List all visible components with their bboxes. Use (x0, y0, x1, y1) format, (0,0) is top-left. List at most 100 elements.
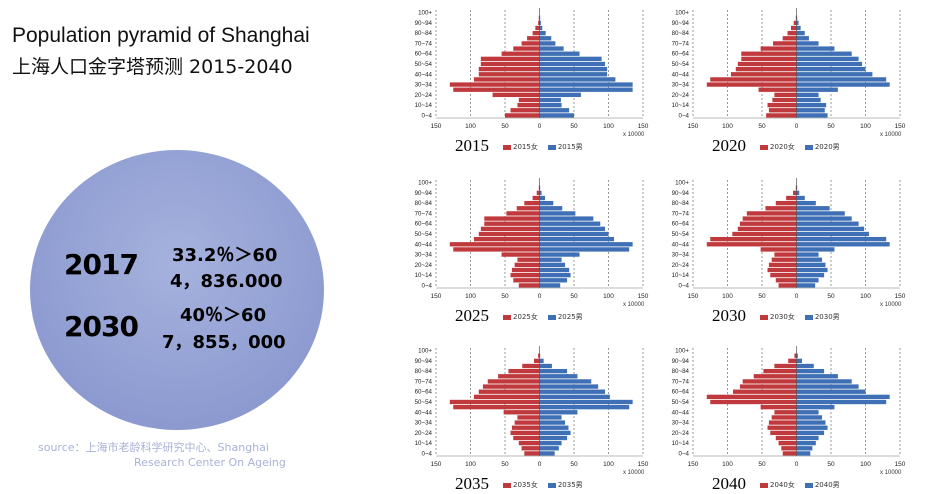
female-bar-85-89 (790, 25, 797, 31)
female-bar-80-84 (524, 200, 540, 206)
female-bar-60-64 (478, 389, 540, 394)
female-bar-20-24 (510, 430, 540, 436)
x-tick-label: 100 (603, 123, 614, 130)
panel-year-label: 2025 (455, 306, 489, 325)
age-tick-label: 30~34 (415, 82, 433, 89)
female-bar-20-24 (770, 430, 797, 436)
age-tick-label: 70~74 (672, 210, 690, 217)
age-tick-label: 80~84 (415, 200, 433, 207)
male-bar-30-34 (539, 420, 566, 425)
x-tick-label: 150 (431, 293, 442, 300)
legend: 2030女 2030男 (760, 312, 840, 322)
male-bar-85-89 (539, 363, 552, 369)
x-tick-label: 50 (827, 293, 835, 300)
pyramid-svg: 100+ 90~94 80~84 70~74 60~64 50~54 40~44 30~34 2… (672, 8, 906, 130)
x-tick-label: 100 (603, 461, 614, 468)
age-tick-label: 50~54 (415, 61, 433, 68)
age-tick-label: 100+ (418, 10, 432, 17)
female-bar-15-19 (767, 267, 797, 273)
male-bar-5-9 (796, 278, 819, 283)
legend-swatch (760, 144, 768, 150)
male-bar-5-9 (539, 108, 570, 113)
male-bar-15-19 (539, 97, 561, 103)
male-bar-70-74 (796, 379, 852, 384)
pyramid-svg: 100+ 90~94 80~84 70~74 60~64 50~54 40~44 30~34 2… (415, 8, 649, 130)
x-tick-label: 100 (465, 461, 476, 468)
x-tick-label: 150 (638, 461, 649, 468)
female-bar-55-59 (480, 226, 540, 232)
male-bar-90-94 (539, 190, 542, 196)
x-tick-label: 0 (538, 461, 542, 468)
male-bar-75-79 (796, 374, 838, 379)
female-bar-40-44 (774, 410, 797, 415)
age-tick-label: 90~94 (672, 190, 690, 197)
x-tick-label: 50 (501, 293, 509, 300)
male-bar-70-74 (539, 379, 592, 384)
female-bar-50-54 (449, 399, 540, 405)
legend-swatch (760, 314, 768, 320)
x-unit-label: x 10000 (880, 302, 902, 308)
male-bar-50-54 (539, 231, 609, 237)
panel-year-label: 2020 (712, 136, 746, 155)
age-tick-label: 100+ (675, 10, 689, 17)
male-bar-10-14 (539, 440, 562, 446)
female-bar-30-34 (449, 82, 540, 87)
age-tick-label: 20~24 (672, 430, 690, 437)
female-bar-90-94 (536, 190, 540, 196)
pyramid-panel-2025: 100+ 90~94 80~84 70~74 60~64 50~54 40~44 30~34 2… (395, 172, 650, 325)
male-bar-20-24 (796, 262, 826, 268)
x-tick-label: 150 (895, 293, 906, 300)
stats-circle (30, 150, 324, 430)
male-bar-70-74 (539, 41, 556, 46)
male-bar-45-49 (796, 66, 866, 72)
age-tick-label: 10~14 (672, 440, 690, 447)
age-tick-label: 40~44 (672, 241, 690, 248)
male-bar-40-44 (796, 72, 873, 77)
x-unit-label: x 10000 (880, 470, 902, 476)
male-bar-30-34 (539, 82, 633, 87)
male-bar-70-74 (796, 211, 845, 216)
male-bar-90-94 (539, 20, 541, 26)
male-bar-35-39 (539, 415, 562, 420)
age-tick-label: 30~34 (672, 82, 690, 89)
male-bar-90-94 (796, 190, 800, 196)
female-bar-50-54 (478, 231, 540, 237)
age-tick-label: 70~74 (415, 210, 433, 217)
female-bar-0-4 (778, 283, 797, 288)
x-tick-label: 0 (538, 293, 542, 300)
x-tick-label: 150 (688, 123, 699, 130)
male-bar-55-59 (539, 56, 602, 62)
age-tick-label: 30~34 (672, 420, 690, 427)
legend-label: 2030女 (770, 313, 795, 321)
male-bar-40-44 (539, 72, 608, 77)
x-tick-label: 0 (795, 461, 799, 468)
age-tick-label: 70~74 (672, 378, 690, 385)
male-bar-90-94 (796, 20, 799, 26)
male-bar-15-19 (539, 267, 570, 273)
age-tick-label: 80~84 (672, 30, 690, 37)
age-tick-label: 90~94 (672, 20, 690, 27)
female-bar-70-74 (746, 211, 797, 216)
female-bar-90-94 (793, 20, 797, 26)
age-tick-label: 0~4 (679, 112, 690, 119)
female-bar-15-19 (772, 97, 797, 103)
age-tick-label: 40~44 (415, 71, 433, 78)
age-tick-label: 60~64 (415, 389, 433, 396)
female-bar-55-59 (473, 394, 540, 400)
female-bar-85-89 (786, 195, 797, 201)
age-tick-label: 40~44 (415, 241, 433, 248)
female-bar-80-84 (763, 368, 797, 374)
female-bar-90-94 (533, 358, 540, 364)
x-tick-label: 100 (722, 293, 733, 300)
female-bar-45-49 (710, 236, 797, 242)
x-tick-label: 100 (603, 293, 614, 300)
male-bar-60-64 (539, 389, 606, 394)
male-bar-25-29 (796, 425, 828, 430)
female-bar-60-64 (733, 389, 797, 394)
male-bar-50-54 (539, 61, 606, 67)
male-bar-25-29 (539, 87, 633, 92)
age-tick-label: 50~54 (672, 61, 690, 68)
age-tick-label: 100+ (675, 348, 689, 355)
male-bar-75-79 (539, 36, 552, 41)
male-bar-10-14 (796, 102, 827, 108)
